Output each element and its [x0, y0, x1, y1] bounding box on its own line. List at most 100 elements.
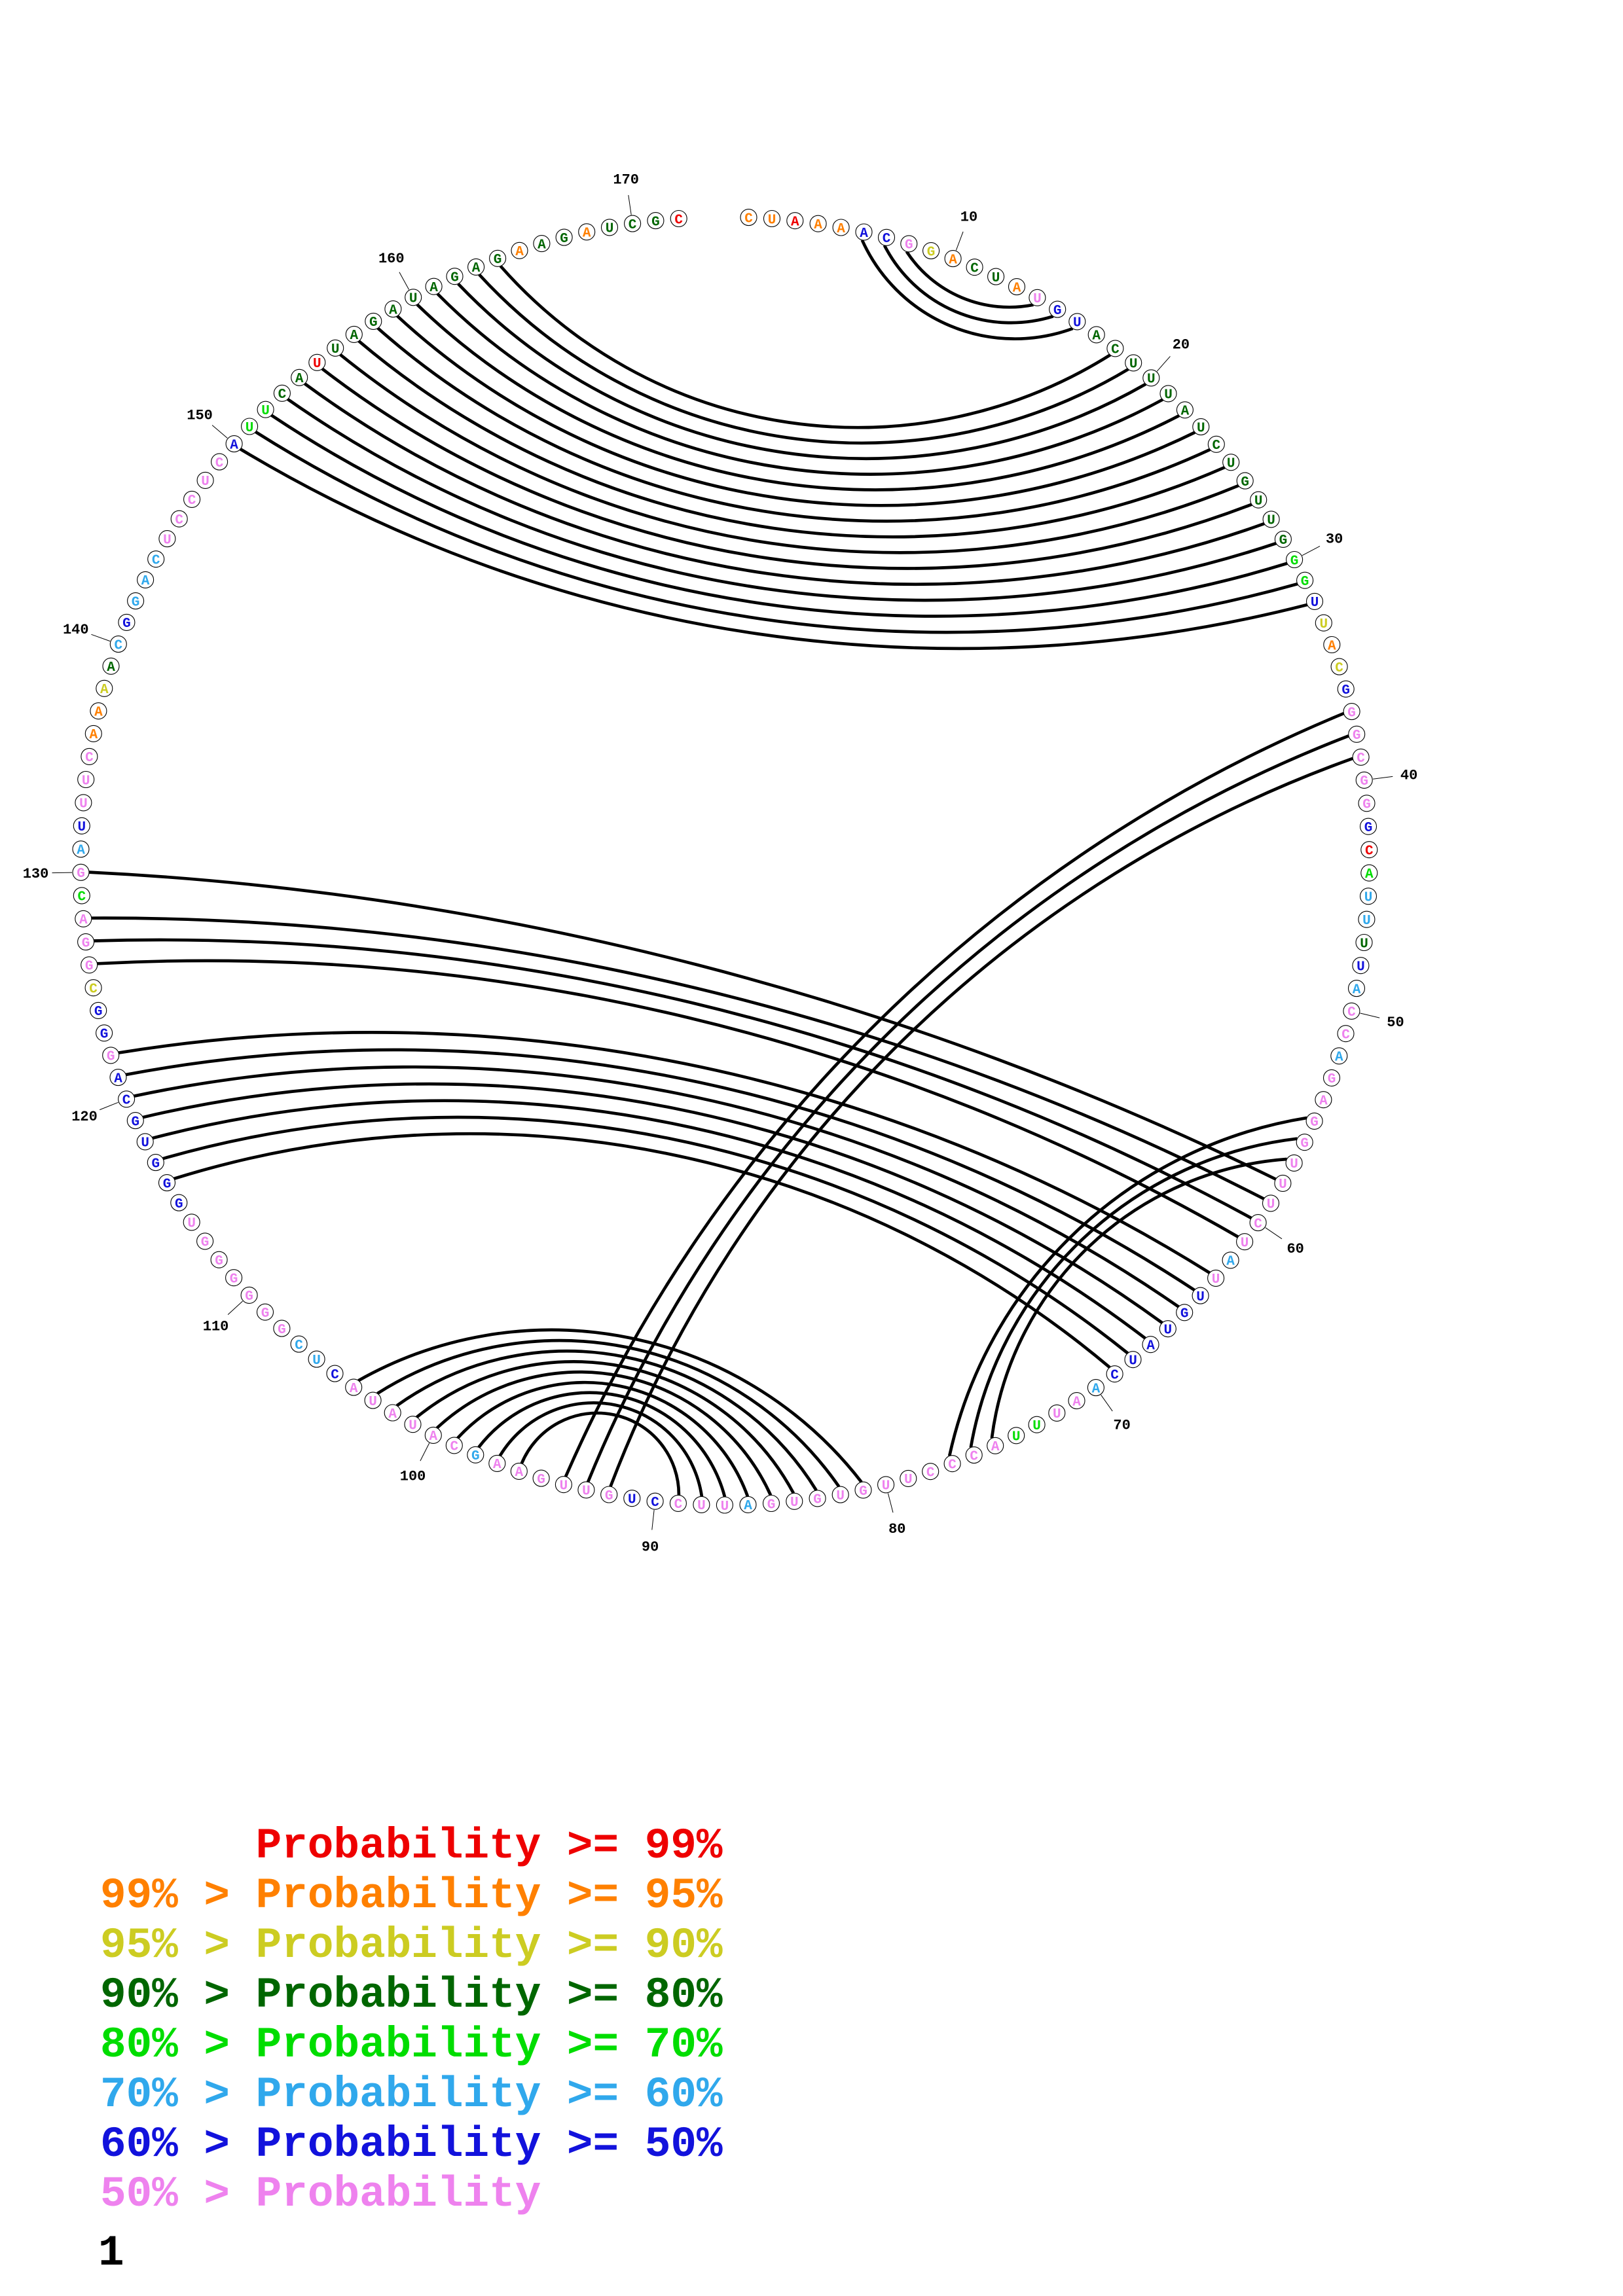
svg-text:C: C [331, 1368, 339, 1383]
svg-text:U: U [882, 1479, 890, 1494]
svg-text:99% > Probability >= 95%: 99% > Probability >= 95% [100, 1871, 723, 1920]
svg-text:C: C [175, 513, 183, 528]
svg-text:G: G [767, 1498, 776, 1513]
svg-text:C: C [1335, 661, 1343, 676]
svg-text:C: C [926, 1466, 935, 1481]
svg-text:U: U [1164, 388, 1173, 403]
svg-text:C: C [883, 232, 891, 247]
svg-text:U: U [246, 421, 254, 436]
svg-text:G: G [813, 1493, 822, 1508]
svg-text:G: G [163, 1177, 172, 1192]
svg-text:U: U [904, 1473, 913, 1488]
svg-text:A: A [515, 245, 524, 260]
svg-text:A: A [350, 329, 358, 344]
svg-text:U: U [721, 1499, 729, 1515]
svg-text:G: G [245, 1289, 253, 1304]
svg-text:C: C [450, 1440, 458, 1455]
svg-text:G: G [201, 1236, 210, 1251]
svg-text:U: U [1357, 960, 1365, 975]
svg-text:80: 80 [888, 1521, 905, 1537]
svg-text:G: G [537, 1473, 545, 1488]
svg-text:A: A [79, 913, 88, 928]
svg-text:U: U [409, 1419, 417, 1434]
svg-text:G: G [85, 960, 94, 975]
svg-text:U: U [992, 271, 1000, 286]
svg-text:U: U [1197, 421, 1205, 436]
svg-text:U: U [79, 797, 88, 812]
svg-text:U: U [582, 1484, 591, 1499]
svg-text:U: U [369, 1395, 377, 1410]
svg-text:C: C [215, 456, 224, 471]
svg-text:C: C [1212, 439, 1220, 454]
svg-text:U: U [790, 1496, 799, 1511]
svg-text:C: C [77, 890, 86, 905]
svg-text:10: 10 [960, 209, 977, 226]
svg-text:A: A [89, 728, 98, 743]
svg-text:C: C [152, 554, 160, 569]
svg-text:G: G [77, 867, 85, 882]
svg-text:G: G [1364, 821, 1373, 836]
svg-text:50% > Probability: 50% > Probability [100, 2170, 541, 2219]
svg-text:U: U [1147, 372, 1156, 387]
svg-text:C: C [122, 1094, 131, 1109]
svg-text:A: A [388, 1407, 397, 1422]
svg-text:U: U [77, 820, 86, 835]
svg-text:C: C [651, 1496, 659, 1511]
svg-text:A: A [107, 660, 115, 675]
svg-text:G: G [859, 1484, 867, 1499]
svg-text:U: U [1129, 1354, 1137, 1369]
svg-text:U: U [606, 222, 614, 237]
svg-text:G: G [122, 617, 131, 632]
svg-text:U: U [1279, 1177, 1287, 1193]
svg-text:U: U [201, 475, 210, 490]
svg-text:G: G [1360, 774, 1368, 789]
svg-text:U: U [1227, 457, 1235, 472]
svg-text:A: A [114, 1071, 122, 1086]
svg-text:Probability >= 99%: Probability >= 99% [256, 1821, 723, 1871]
svg-text:A: A [1092, 1382, 1101, 1397]
svg-text:G: G [1300, 1137, 1309, 1152]
svg-text:U: U [312, 1354, 321, 1369]
svg-text:U: U [1032, 1419, 1041, 1434]
svg-text:A: A [1353, 982, 1361, 997]
svg-text:G: G [1362, 798, 1371, 813]
svg-text:U: U [1212, 1272, 1220, 1287]
svg-text:A: A [389, 303, 397, 318]
svg-text:A: A [1226, 1255, 1235, 1270]
svg-text:70: 70 [1113, 1418, 1130, 1434]
svg-text:G: G [494, 253, 502, 268]
svg-text:C: C [948, 1458, 957, 1473]
svg-text:C: C [89, 982, 98, 997]
svg-text:U: U [1360, 937, 1368, 952]
svg-text:C: C [85, 751, 94, 766]
svg-text:A: A [493, 1458, 501, 1473]
svg-text:70% > Probability >= 60%: 70% > Probability >= 60% [100, 2070, 723, 2119]
svg-text:C: C [1347, 1005, 1356, 1020]
svg-text:U: U [313, 357, 321, 372]
svg-text:G: G [1279, 533, 1288, 548]
svg-text:160: 160 [378, 251, 405, 267]
svg-text:A: A [1181, 404, 1190, 420]
svg-text:1: 1 [98, 2229, 124, 2278]
svg-text:U: U [1267, 514, 1275, 529]
svg-text:G: G [94, 1005, 103, 1020]
svg-text:G: G [1290, 554, 1299, 569]
svg-text:C: C [188, 493, 196, 509]
svg-text:C: C [1254, 1217, 1262, 1232]
svg-text:U: U [163, 533, 172, 548]
svg-text:U: U [1311, 596, 1319, 611]
svg-text:U: U [261, 404, 270, 419]
svg-text:A: A [94, 706, 103, 721]
svg-text:G: G [215, 1254, 223, 1269]
svg-text:U: U [331, 342, 340, 357]
svg-text:G: G [175, 1197, 183, 1212]
svg-text:G: G [1053, 304, 1062, 319]
svg-text:C: C [1111, 343, 1120, 358]
svg-text:C: C [1357, 751, 1365, 766]
svg-text:C: C [278, 387, 287, 403]
svg-text:A: A [1146, 1339, 1155, 1354]
svg-text:A: A [77, 844, 85, 859]
svg-text:100: 100 [400, 1468, 426, 1484]
svg-text:U: U [1012, 1430, 1021, 1445]
svg-text:C: C [1365, 844, 1374, 859]
